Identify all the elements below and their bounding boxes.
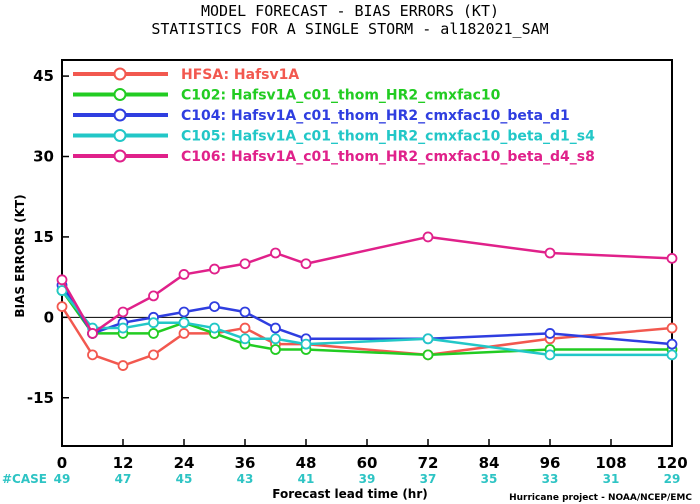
y-tick-label: 30: [33, 148, 54, 166]
data-point: [178, 306, 190, 318]
data-point: [148, 328, 159, 339]
legend-item: HFSA: Hafsv1A: [73, 67, 299, 83]
x-tick-label: 108: [595, 454, 626, 472]
data-point: [209, 263, 220, 275]
y-tick-label: 15: [33, 228, 54, 246]
data-point: [422, 231, 434, 243]
series-layer: [56, 231, 678, 371]
data-point: [87, 328, 98, 339]
data-point: [422, 349, 434, 361]
legend-swatch-marker: [113, 108, 127, 122]
data-point: [87, 349, 98, 361]
legend-label: C104: Hafsv1A_c01_thom_HR2_cmxfac10_beta…: [181, 108, 570, 124]
data-point: [56, 274, 68, 286]
x-tick-label: 72: [418, 454, 439, 472]
case-counts: #CASE 49 47 45 43 41 39 37 35 33 31 29: [2, 472, 680, 486]
x-tick-label: 36: [235, 454, 256, 472]
data-point: [422, 333, 434, 345]
case-count: 37: [420, 472, 437, 486]
case-label: #CASE: [2, 472, 47, 486]
case-count: 29: [664, 472, 681, 486]
x-axis-ticks: 0 12 24 36 48 60 72 84 96 108 120: [57, 439, 688, 472]
data-point: [239, 333, 251, 345]
credit-text: Hurricane project - NOAA/NCEP/EMC: [509, 493, 692, 503]
y-axis-ticks: 45 30 15 0 -15: [27, 67, 69, 407]
data-point: [300, 258, 312, 270]
data-point: [666, 349, 678, 361]
x-tick-label: 60: [357, 454, 378, 472]
case-count: 45: [176, 472, 193, 486]
legend-swatch-marker: [113, 149, 127, 163]
data-point: [666, 338, 678, 350]
data-point: [178, 328, 190, 339]
legend-label: C105: Hafsv1A_c01_thom_HR2_cmxfac10_beta…: [181, 129, 595, 145]
x-tick-label: 24: [174, 454, 195, 472]
x-tick-label: 96: [540, 454, 561, 472]
data-point: [666, 322, 678, 334]
data-point: [270, 247, 281, 259]
case-count: 39: [359, 472, 376, 486]
x-tick-label: 12: [113, 454, 134, 472]
series-4: [56, 231, 678, 339]
x-tick-label: 84: [479, 454, 500, 472]
data-point: [544, 349, 556, 361]
data-point: [178, 269, 190, 280]
data-point: [56, 285, 68, 296]
data-point: [117, 360, 129, 371]
y-tick-label: 45: [33, 67, 54, 85]
legend-item: C106: Hafsv1A_c01_thom_HR2_cmxfac10_beta…: [73, 149, 595, 165]
x-tick-label: 0: [57, 454, 67, 472]
x-tick-label: 48: [296, 454, 317, 472]
y-axis-label: BIAS ERRORS (KT): [13, 194, 27, 317]
legend-swatch-marker: [113, 67, 127, 81]
legend-item: C102: Hafsv1A_c01_thom_HR2_cmxfac10: [73, 88, 501, 104]
data-point: [209, 301, 220, 313]
y-tick-label: -15: [27, 389, 54, 407]
data-point: [117, 306, 129, 318]
data-point: [148, 317, 159, 329]
data-point: [148, 349, 159, 361]
chart-title-line1: MODEL FORECAST - BIAS ERRORS (KT): [201, 2, 499, 20]
data-point: [178, 317, 190, 329]
data-point: [544, 247, 556, 259]
data-point: [209, 322, 220, 334]
legend-swatch-marker: [113, 88, 127, 101]
case-count: 47: [115, 472, 132, 486]
y-tick-label: 0: [44, 308, 54, 326]
case-count: 31: [603, 472, 620, 486]
data-point: [239, 258, 251, 270]
series-line: [60, 235, 673, 335]
data-point: [117, 322, 129, 334]
data-point: [270, 344, 281, 355]
legend-label: C106: Hafsv1A_c01_thom_HR2_cmxfac10_beta…: [181, 149, 595, 165]
data-point: [666, 252, 678, 264]
data-point: [544, 328, 556, 339]
data-point: [56, 301, 68, 313]
data-point: [300, 338, 312, 350]
legend-item: C104: Hafsv1A_c01_thom_HR2_cmxfac10_beta…: [73, 108, 570, 124]
x-tick-label: 120: [656, 454, 687, 472]
legend-label: C102: Hafsv1A_c01_thom_HR2_cmxfac10: [181, 88, 501, 104]
data-point: [239, 322, 251, 334]
chart-title-line2: STATISTICS FOR A SINGLE STORM - al182021…: [151, 20, 548, 38]
case-count: 43: [237, 472, 254, 486]
case-count: 35: [481, 472, 498, 486]
legend-label: HFSA: Hafsv1A: [181, 67, 299, 83]
legend-item: C105: Hafsv1A_c01_thom_HR2_cmxfac10_beta…: [73, 129, 595, 145]
data-point: [270, 333, 281, 345]
x-axis-label: Forecast lead time (hr): [272, 487, 428, 501]
data-point: [270, 322, 281, 334]
data-point: [148, 290, 159, 302]
case-count: 49: [54, 472, 71, 486]
data-point: [239, 306, 251, 318]
legend: HFSA: Hafsv1A C102: Hafsv1A_c01_thom_HR2_…: [73, 67, 595, 165]
case-count: 33: [542, 472, 559, 486]
case-count: 41: [298, 472, 315, 486]
legend-swatch-marker: [113, 129, 127, 142]
